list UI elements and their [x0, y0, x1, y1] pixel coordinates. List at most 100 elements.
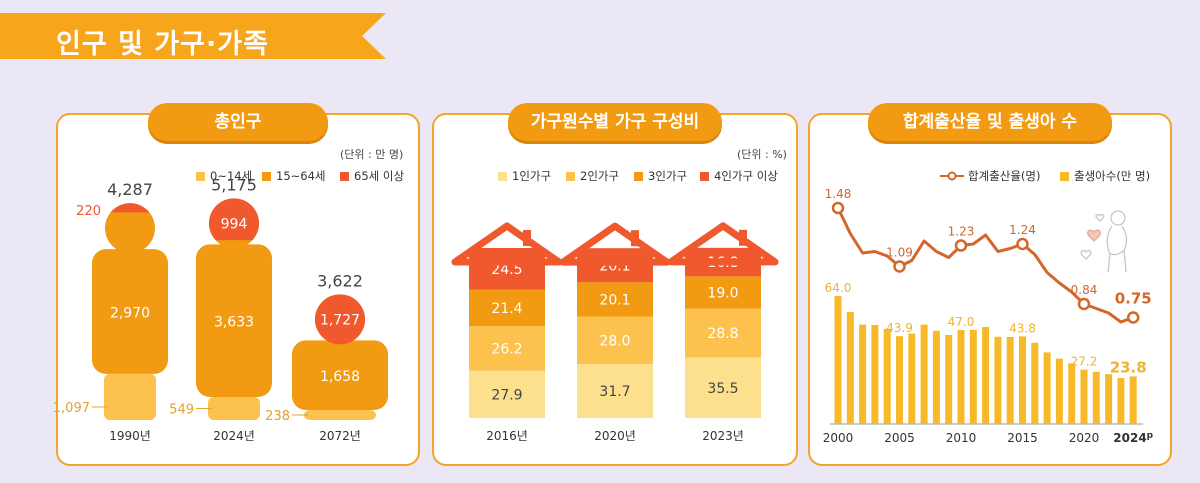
- seg-1person: [469, 370, 545, 418]
- population-unit: (단위 : 만 명): [340, 148, 404, 161]
- bar-births: [834, 296, 842, 424]
- label-age-65plus: 220: [76, 204, 101, 219]
- legend-item-age-65plus: 65세 이상: [340, 168, 404, 184]
- births-chart: 64.0 43.9 47.0 43.8 27.2 23.8 1.48 1.09 1.23 1.24…: [823, 187, 1154, 445]
- label-rate: 1.23: [948, 225, 975, 239]
- population-figure: [292, 294, 388, 420]
- label-seg-1person: 35.5: [707, 381, 738, 397]
- bar-births: [896, 336, 903, 424]
- bar-births: [920, 324, 928, 424]
- bar-births: [1117, 378, 1125, 424]
- label-births: 43.8: [1009, 321, 1036, 335]
- legend-item-4person-plus: 4인가구 이상: [700, 168, 778, 184]
- label-births: 27.2: [1071, 355, 1098, 369]
- label-age-65plus: 994: [221, 216, 248, 232]
- seg-1person: [577, 364, 653, 418]
- label-rate: 0.84: [1071, 283, 1098, 297]
- bar-age-65plus: [209, 198, 259, 241]
- x-tick-label: 2024년: [213, 429, 255, 443]
- label-births: 23.8: [1110, 358, 1147, 376]
- label-seg-3person: 19.0: [707, 286, 738, 302]
- figure-head: [105, 203, 155, 254]
- x-tick-label: 2072년: [319, 429, 361, 443]
- population-panel-title: 총인구: [148, 103, 328, 141]
- house-chimney: [739, 229, 747, 246]
- population-figure: [196, 198, 272, 420]
- legend-item-3person: 3인가구: [634, 168, 687, 184]
- label-age-65plus: 1,727: [320, 312, 360, 328]
- bar-age-0-14: [208, 396, 260, 420]
- households-chart: 27.926.221.424.52016년31.728.020.120.1202…: [451, 222, 779, 443]
- title-banner: [0, 13, 386, 59]
- legend-item-1person: 1인가구: [498, 168, 551, 184]
- bar-births: [957, 330, 965, 424]
- x-tick-label: 1990년: [109, 429, 151, 443]
- bar-births: [908, 333, 916, 424]
- bar-age-65plus: [315, 294, 365, 345]
- label-seg-3person: 21.4: [491, 301, 522, 317]
- label-age-15-64: 3,633: [214, 315, 254, 331]
- bar-age-0-14: [104, 373, 156, 420]
- house-chimney: [631, 230, 639, 247]
- label-births: 47.0: [948, 315, 975, 329]
- population-chart: 2,970 220 1,097 4,287 1990년 3,633 994 549 5,175 2…: [53, 175, 388, 443]
- rate-marker: [831, 201, 845, 215]
- label-rate: 1.09: [886, 246, 913, 260]
- house-roof: [667, 222, 779, 266]
- pregnant-woman-illustration: [1080, 210, 1128, 273]
- bar-births: [969, 329, 977, 424]
- households-unit: (단위 : %): [737, 148, 787, 161]
- bar-age-15-64: [92, 249, 168, 374]
- bar-births: [1055, 358, 1063, 424]
- label-seg-1person: 27.9: [491, 387, 522, 403]
- bar-births: [994, 336, 1002, 424]
- label-age-15-64: 2,970: [110, 306, 150, 322]
- label-age-0-14: 549: [169, 402, 194, 417]
- bar-births: [846, 312, 854, 424]
- bar-births: [1006, 337, 1014, 424]
- house-roof: [451, 222, 563, 266]
- bar-births: [871, 325, 879, 424]
- seg-3person: [469, 289, 545, 327]
- legend-item-fertility-rate: 합계출산율(명): [940, 168, 1040, 184]
- bar-births: [945, 335, 953, 424]
- rate-marker: [1016, 237, 1029, 251]
- bar-births: [1019, 336, 1026, 424]
- house-chimney: [523, 230, 531, 246]
- bar-births: [1068, 363, 1076, 424]
- label-rate: 1.24: [1009, 223, 1036, 237]
- seg-2person: [577, 316, 653, 365]
- label-seg-2person: 28.8: [707, 326, 738, 342]
- label-total: 3,622: [317, 271, 363, 290]
- x-tick-label: 2016년: [486, 429, 528, 443]
- bar-age-15-64: [292, 340, 388, 411]
- rate-marker: [1077, 297, 1091, 311]
- label-rate: 1.48: [825, 187, 852, 201]
- bar-births: [1105, 374, 1113, 424]
- legend-item-2person: 2인가구: [566, 168, 619, 184]
- x-tick-label: 2010: [946, 431, 977, 445]
- bar-births: [883, 328, 891, 424]
- label-births: 43.9: [886, 321, 913, 335]
- label-age-15-64: 1,658: [320, 369, 360, 385]
- label-seg-3person: 20.1: [599, 292, 630, 308]
- page-title: 인구 및 가구·가족: [56, 29, 269, 60]
- seg-3person: [577, 282, 653, 317]
- rate-marker: [893, 260, 906, 273]
- x-tick-label: 2023년: [702, 429, 744, 443]
- label-seg-1person: 31.7: [599, 384, 630, 400]
- bar-births: [1092, 371, 1100, 424]
- bar-age-15-64: [196, 244, 272, 397]
- bar-age-0-14: [304, 410, 376, 420]
- rate-marker: [954, 239, 968, 252]
- seg-4person-plus: [469, 248, 545, 290]
- bar-births: [859, 324, 867, 424]
- legend-item-age-15-64: 15~64세: [262, 168, 325, 184]
- label-rate: 0.75: [1115, 290, 1152, 308]
- seg-1person: [685, 357, 761, 418]
- bar-births: [1031, 342, 1039, 424]
- label-births: 64.0: [825, 281, 852, 295]
- x-tick-label: 2020년: [594, 429, 636, 443]
- label-total: 4,287: [107, 180, 153, 199]
- label-age-0-14: 238: [265, 409, 290, 424]
